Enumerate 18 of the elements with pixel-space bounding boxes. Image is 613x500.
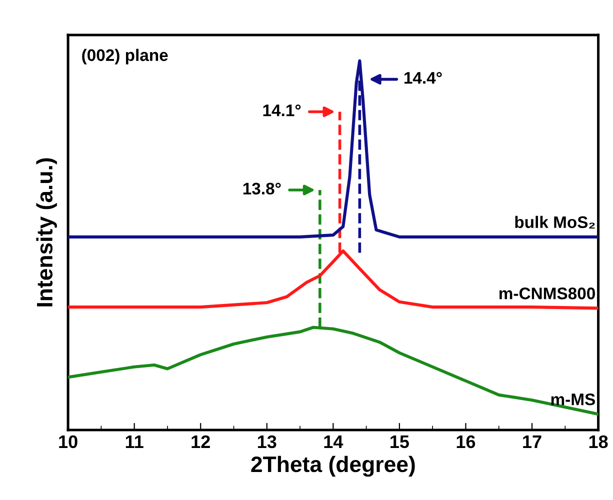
series-label: bulk MoS₂ [515, 216, 595, 228]
series-label: m-CNMS800 [499, 288, 595, 300]
x-tick-label: 17 [523, 436, 542, 448]
x-tick-label: 11 [126, 436, 144, 448]
x-tick-label: 12 [192, 435, 210, 448]
x-tick-label: 14 [324, 436, 344, 448]
annotation: (002) plane [82, 48, 168, 64]
ref-line-label: 14.4° [404, 72, 442, 84]
x-tick-label: 10 [59, 435, 78, 448]
series-label: m-MS [551, 393, 595, 406]
x-tick-label: 15 [390, 436, 409, 448]
x-tick-label: 16 [456, 435, 476, 448]
x-tick-label: 13 [258, 435, 276, 448]
y-axis-title: Intensity (a.u.) [36, 158, 57, 306]
x-axis-title: 2Theta (degree) [251, 456, 415, 477]
ref-line-label: 14.1° [263, 104, 301, 116]
ref-line-label: 13.8° [243, 182, 281, 195]
x-tick-label: 18 [589, 435, 608, 448]
